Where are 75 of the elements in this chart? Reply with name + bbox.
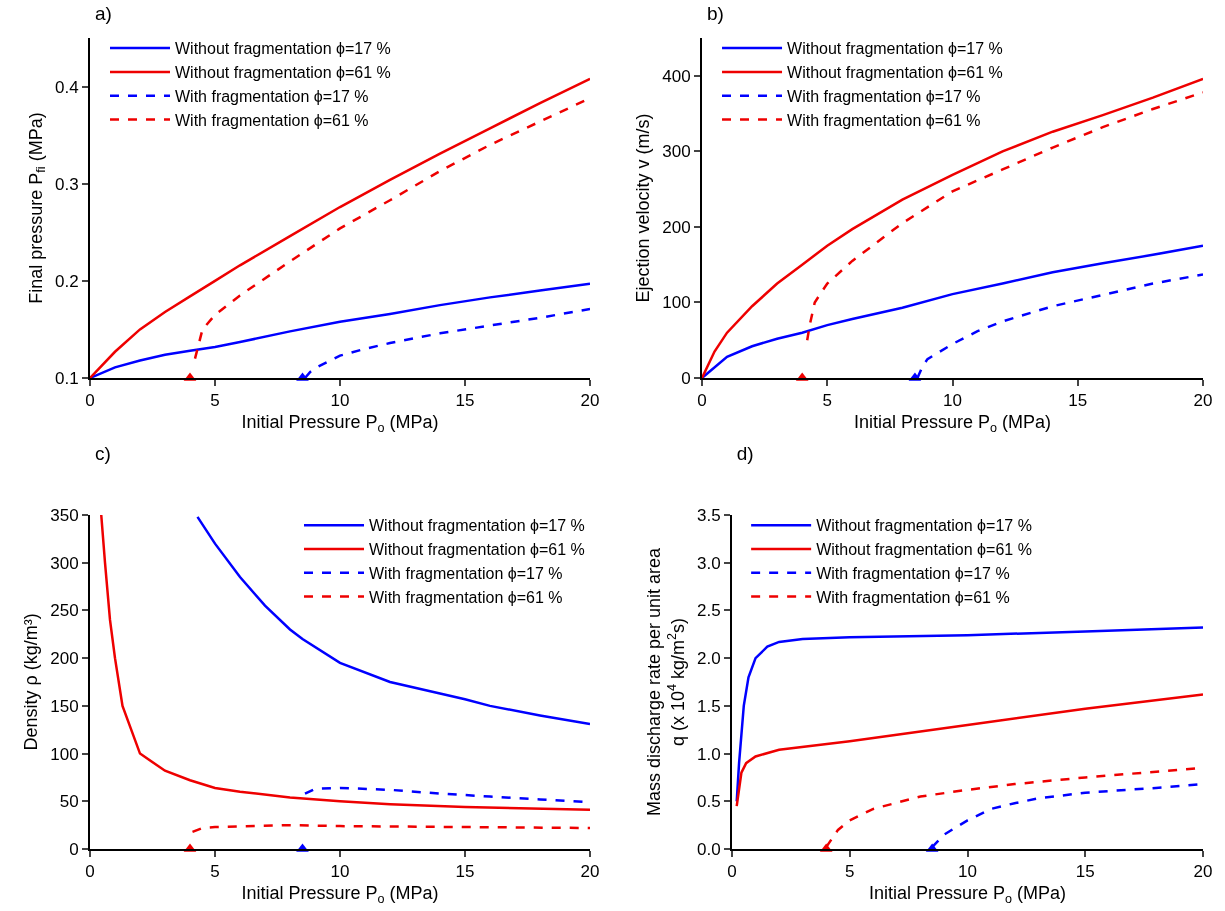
y-tick-label: 1.5 <box>696 696 721 716</box>
y-tick-label: 0 <box>69 839 79 859</box>
y-tick-label: 200 <box>662 217 691 237</box>
y-tick-label: 350 <box>50 505 79 525</box>
x-axis-title: Initial Pressure P$_{o}$ (MPa) <box>868 883 1067 906</box>
x-tick-label: 0 <box>85 391 95 411</box>
legend-label: Without fragmentation ϕ=61 % <box>816 541 1032 559</box>
x-axis-title: Initial Pressure P$_{o}$ (MPa) <box>241 883 439 906</box>
legend-label: With fragmentation ϕ=17 % <box>175 87 369 105</box>
x-tick-label: 10 <box>958 862 977 882</box>
line-series <box>735 693 1203 808</box>
x-tick-label: 5 <box>822 391 832 411</box>
y-tick-label: 0.1 <box>54 368 79 388</box>
legend-label: Without fragmentation ϕ=61 % <box>369 541 585 559</box>
y-tick-label: 100 <box>662 293 691 313</box>
x-tick-label: 20 <box>1193 391 1213 411</box>
x-tick-label: 15 <box>455 862 475 882</box>
y-tick-label: 0.0 <box>696 839 721 859</box>
line-series <box>191 823 590 834</box>
x-tick-label: 20 <box>580 862 600 882</box>
legend-label: With fragmentation ϕ=61 % <box>369 588 563 606</box>
legend-label: With fragmentation ϕ=17 % <box>787 87 981 105</box>
legend-label: With fragmentation ϕ=61 % <box>175 111 369 129</box>
legend-label: Without fragmentation ϕ=17 % <box>787 40 1003 58</box>
x-tick-label: 15 <box>1075 862 1095 882</box>
chart-title: c) <box>95 443 111 465</box>
legend-label: With fragmentation ϕ=17 % <box>816 565 1010 583</box>
x-tick-label: 5 <box>845 862 855 882</box>
y-tick-label: 100 <box>50 744 79 764</box>
x-tick-label: 10 <box>943 391 962 411</box>
line-series <box>196 515 590 726</box>
x-tick-label: 5 <box>210 391 220 411</box>
y-tick-label: 1.0 <box>696 744 721 764</box>
x-tick-label: 10 <box>330 862 350 882</box>
x-tick-label: 5 <box>210 862 220 882</box>
y-tick-label: 250 <box>50 601 79 621</box>
y-tick-label: 300 <box>50 553 79 573</box>
line-series <box>100 515 590 812</box>
legend-label: With fragmentation ϕ=61 % <box>787 111 981 129</box>
y-tick-label: 50 <box>59 792 79 812</box>
y-tick-label: 200 <box>50 649 79 669</box>
x-tick-label: 0 <box>727 862 737 882</box>
y-tick-label: 400 <box>662 66 691 86</box>
y-tick-label: 0.4 <box>54 77 79 97</box>
y-tick-label: 0 <box>681 368 691 388</box>
y-tick-label: 0.2 <box>54 271 79 291</box>
y-tick-label: 3.0 <box>696 553 721 573</box>
y-tick-label: 3.5 <box>696 505 721 525</box>
x-tick-label: 20 <box>580 391 600 411</box>
chart-title: b) <box>707 2 724 24</box>
y-tick-label: 300 <box>662 142 691 162</box>
legend-label: Without fragmentation ϕ=61 % <box>175 64 391 82</box>
line-series <box>735 626 1203 803</box>
x-axis-title: Initial Pressure P$_{o}$ (MPa) <box>853 412 1052 435</box>
x-tick-label: 10 <box>330 391 350 411</box>
y-axis-title: Density ρ (kg/m³) <box>20 613 41 751</box>
legend-label: Without fragmentation ϕ=61 % <box>787 64 1003 82</box>
x-tick-label: 15 <box>1068 391 1088 411</box>
chart-title: a) <box>95 2 112 24</box>
x-tick-label: 15 <box>455 391 475 411</box>
chart-title: d) <box>736 443 754 465</box>
x-tick-label: 0 <box>85 862 95 882</box>
y-tick-label: 2.0 <box>696 649 721 669</box>
legend-label: With fragmentation ϕ=17 % <box>369 565 563 583</box>
y-axis-title: Ejection velocity v (m/s) <box>632 113 653 303</box>
x-axis-title: Initial Pressure P$_{o}$ (MPa) <box>241 412 439 435</box>
legend-label: With fragmentation ϕ=61 % <box>816 588 1010 606</box>
x-tick-label: 20 <box>1193 862 1213 882</box>
legend-label: Without fragmentation ϕ=17 % <box>369 517 585 535</box>
y-tick-label: 0.5 <box>696 792 721 812</box>
y-tick-label: 0.3 <box>54 174 79 194</box>
y-tick-label: 2.5 <box>696 601 721 621</box>
y-tick-label: 150 <box>50 696 79 716</box>
legend-label: Without fragmentation ϕ=17 % <box>816 517 1032 535</box>
legend-label: Without fragmentation ϕ=17 % <box>175 40 391 58</box>
